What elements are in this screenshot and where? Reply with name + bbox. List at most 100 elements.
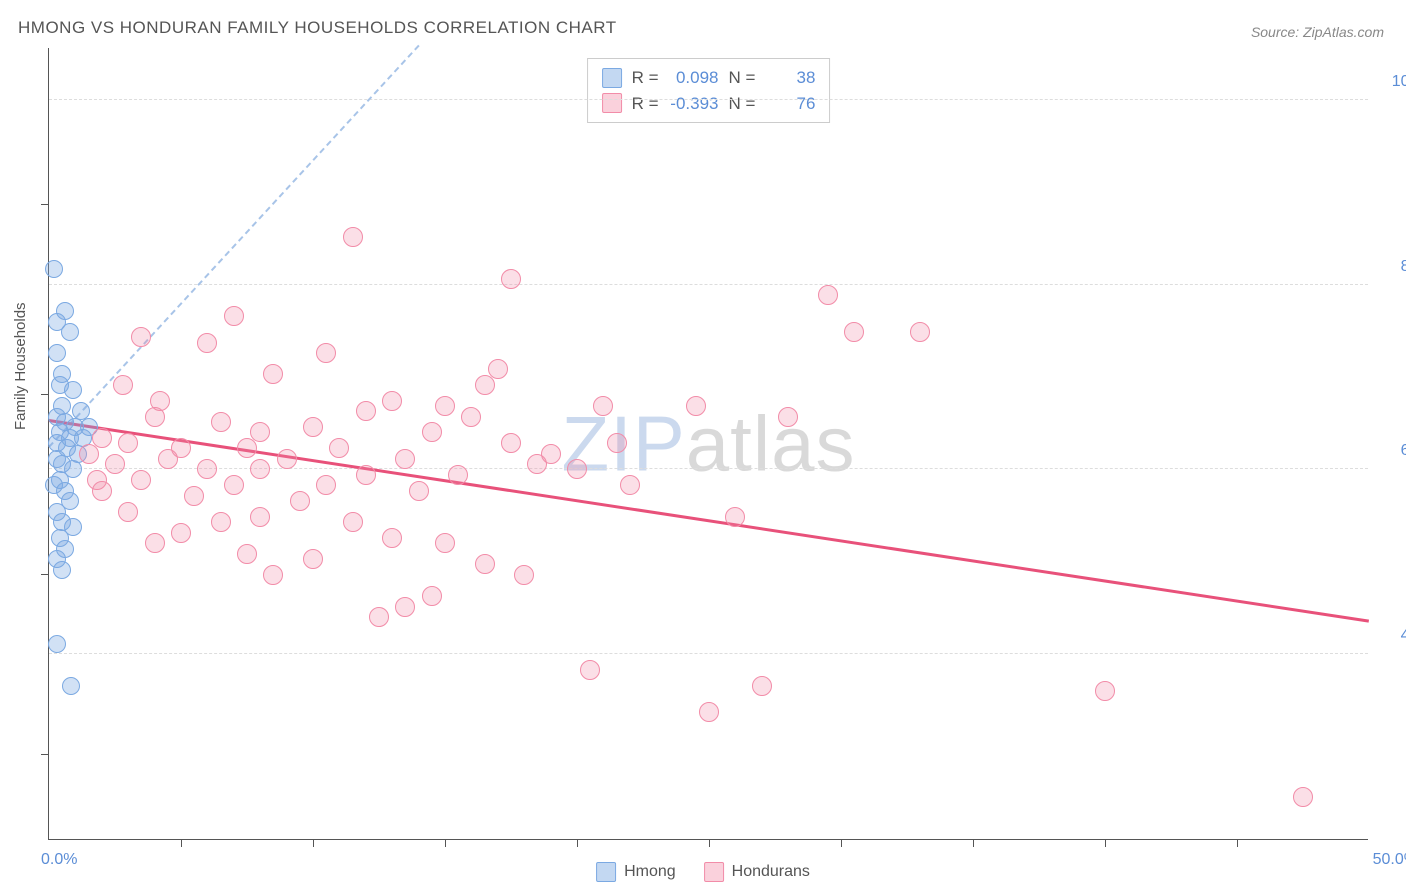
- point-hondurans: [422, 422, 442, 442]
- y-tick: [41, 574, 49, 575]
- point-hondurans: [237, 438, 257, 458]
- point-hondurans: [277, 449, 297, 469]
- point-hondurans: [105, 454, 125, 474]
- legend-n-label: N =: [729, 91, 756, 117]
- legend-n-value: 38: [765, 65, 815, 91]
- x-tick-label: 50.0%: [1373, 851, 1406, 869]
- point-hondurans: [150, 391, 170, 411]
- point-hondurans: [699, 702, 719, 722]
- point-hondurans: [409, 481, 429, 501]
- point-hondurans: [725, 507, 745, 527]
- point-hondurans: [329, 438, 349, 458]
- legend-swatch: [602, 68, 622, 88]
- legend-row-hmong: R =0.098N =38: [602, 65, 816, 91]
- point-hondurans: [263, 364, 283, 384]
- point-hondurans: [620, 475, 640, 495]
- point-hondurans: [131, 327, 151, 347]
- point-hondurans: [501, 269, 521, 289]
- point-hondurans: [211, 412, 231, 432]
- y-tick-label: 65.0%: [1376, 442, 1406, 460]
- y-tick-label: 100.0%: [1376, 73, 1406, 91]
- x-tick: [181, 839, 182, 847]
- point-hondurans: [461, 407, 481, 427]
- point-hondurans: [607, 433, 627, 453]
- x-tick: [973, 839, 974, 847]
- point-hondurans: [448, 465, 468, 485]
- gridline: [49, 99, 1368, 100]
- legend-label: Hmong: [624, 863, 676, 881]
- point-hondurans: [250, 507, 270, 527]
- point-hondurans: [79, 444, 99, 464]
- y-tick: [41, 204, 49, 205]
- legend-swatch: [602, 93, 622, 113]
- point-hondurans: [514, 565, 534, 585]
- point-hondurans: [184, 486, 204, 506]
- legend-n-value: 76: [765, 91, 815, 117]
- chart-title: HMONG VS HONDURAN FAMILY HOUSEHOLDS CORR…: [18, 18, 617, 38]
- y-axis-label: Family Households: [12, 302, 29, 430]
- legend-r-value: 0.098: [669, 65, 719, 91]
- point-hondurans: [87, 470, 107, 490]
- series-legend: Hmong Hondurans: [596, 862, 810, 882]
- x-tick: [1105, 839, 1106, 847]
- x-tick: [1237, 839, 1238, 847]
- point-hmong: [48, 344, 66, 362]
- point-hondurans: [171, 523, 191, 543]
- x-tick: [577, 839, 578, 847]
- legend-swatch: [704, 862, 724, 882]
- point-hmong: [62, 677, 80, 695]
- point-hondurans: [118, 502, 138, 522]
- point-hondurans: [1293, 787, 1313, 807]
- point-hondurans: [778, 407, 798, 427]
- legend-r-label: R =: [632, 65, 659, 91]
- point-hmong: [48, 635, 66, 653]
- point-hondurans: [113, 375, 133, 395]
- point-hondurans: [1095, 681, 1115, 701]
- legend-label: Hondurans: [732, 863, 810, 881]
- legend-swatch: [596, 862, 616, 882]
- point-hondurans: [303, 417, 323, 437]
- gridline: [49, 284, 1368, 285]
- point-hondurans: [343, 227, 363, 247]
- x-tick: [841, 839, 842, 847]
- point-hondurans: [527, 454, 547, 474]
- correlation-legend: R = 0.098 N = 38R = -0.393 N = 76: [587, 58, 831, 123]
- point-hondurans: [290, 491, 310, 511]
- point-hondurans: [475, 375, 495, 395]
- point-hondurans: [475, 554, 495, 574]
- point-hondurans: [224, 475, 244, 495]
- point-hondurans: [501, 433, 521, 453]
- point-hondurans: [580, 660, 600, 680]
- point-hondurans: [145, 533, 165, 553]
- legend-item-hondurans: Hondurans: [704, 862, 810, 882]
- point-hondurans: [316, 475, 336, 495]
- point-hondurans: [435, 533, 455, 553]
- point-hmong: [61, 323, 79, 341]
- point-hondurans: [250, 459, 270, 479]
- point-hondurans: [131, 470, 151, 490]
- scatter-plot: ZIPatlas R =0.098N =38R =-0.393N =76 47.…: [48, 48, 1368, 840]
- gridline: [49, 653, 1368, 654]
- point-hondurans: [211, 512, 231, 532]
- legend-row-hondurans: R = -0.393 N = 76: [602, 91, 816, 117]
- point-hondurans: [382, 528, 402, 548]
- x-tick: [709, 839, 710, 847]
- point-hondurans: [158, 449, 178, 469]
- point-hondurans: [237, 544, 257, 564]
- point-hondurans: [567, 459, 587, 479]
- legend-r-label: R =: [632, 91, 659, 117]
- point-hondurans: [593, 396, 613, 416]
- point-hondurans: [369, 607, 389, 627]
- point-hondurans: [118, 433, 138, 453]
- point-hondurans: [224, 306, 244, 326]
- y-tick: [41, 394, 49, 395]
- point-hondurans: [356, 465, 376, 485]
- trendline-hmong: [48, 45, 419, 448]
- legend-r-value: -0.393: [669, 91, 719, 117]
- point-hondurans: [422, 586, 442, 606]
- point-hondurans: [316, 343, 336, 363]
- source-label: Source: ZipAtlas.com: [1251, 24, 1384, 40]
- y-tick-label: 47.5%: [1376, 627, 1406, 645]
- x-tick: [313, 839, 314, 847]
- point-hmong: [53, 561, 71, 579]
